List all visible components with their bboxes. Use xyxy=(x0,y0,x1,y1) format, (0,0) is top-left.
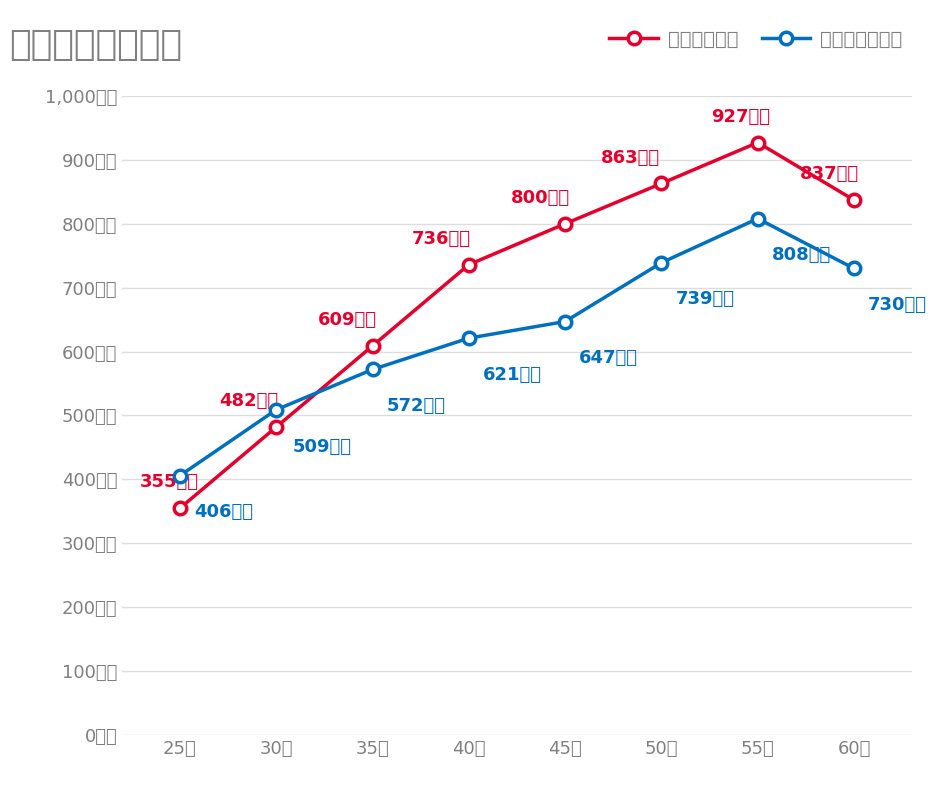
Text: 927万円: 927万円 xyxy=(712,108,771,126)
Text: 736万円: 736万円 xyxy=(412,230,471,248)
上場企業の平均 xyxy=(849,264,860,273)
Text: 837万円: 837万円 xyxy=(799,165,858,184)
Legend: ゆうちょ銀行, 上場企業の平均: ゆうちょ銀行, 上場企業の平均 xyxy=(602,22,910,57)
Text: 年齢別の年収推移: 年齢別の年収推移 xyxy=(9,28,182,62)
Text: 355万円: 355万円 xyxy=(139,474,198,491)
上場企業の平均 xyxy=(656,258,667,268)
Text: 800万円: 800万円 xyxy=(510,189,570,207)
上場企業の平均 xyxy=(367,364,378,374)
上場企業の平均 xyxy=(559,316,571,326)
ゆうちょ銀行 xyxy=(174,503,185,513)
Text: 647万円: 647万円 xyxy=(579,349,638,368)
Text: 482万円: 482万円 xyxy=(219,392,278,411)
Text: 609万円: 609万円 xyxy=(318,311,377,329)
上場企業の平均 xyxy=(463,333,475,343)
ゆうちょ銀行 xyxy=(367,341,378,351)
Text: 808万円: 808万円 xyxy=(772,246,831,264)
Text: 406万円: 406万円 xyxy=(194,503,253,521)
Line: ゆうちょ銀行: ゆうちょ銀行 xyxy=(174,137,860,515)
上場企業の平均 xyxy=(752,214,763,224)
ゆうちょ銀行 xyxy=(559,219,571,229)
ゆうちょ銀行 xyxy=(463,260,475,269)
Text: 739万円: 739万円 xyxy=(675,291,734,308)
ゆうちょ銀行 xyxy=(849,195,860,205)
上場企業の平均 xyxy=(174,471,185,480)
上場企業の平均 xyxy=(271,405,282,415)
ゆうちょ銀行 xyxy=(271,422,282,431)
Line: 上場企業の平均: 上場企業の平均 xyxy=(174,213,860,482)
Text: 572万円: 572万円 xyxy=(386,397,446,415)
ゆうちょ銀行 xyxy=(656,179,667,189)
Text: 509万円: 509万円 xyxy=(293,438,352,455)
Text: 730万円: 730万円 xyxy=(868,296,927,314)
Text: 863万円: 863万円 xyxy=(602,149,661,167)
Text: 621万円: 621万円 xyxy=(483,366,541,384)
ゆうちょ銀行 xyxy=(752,137,763,147)
